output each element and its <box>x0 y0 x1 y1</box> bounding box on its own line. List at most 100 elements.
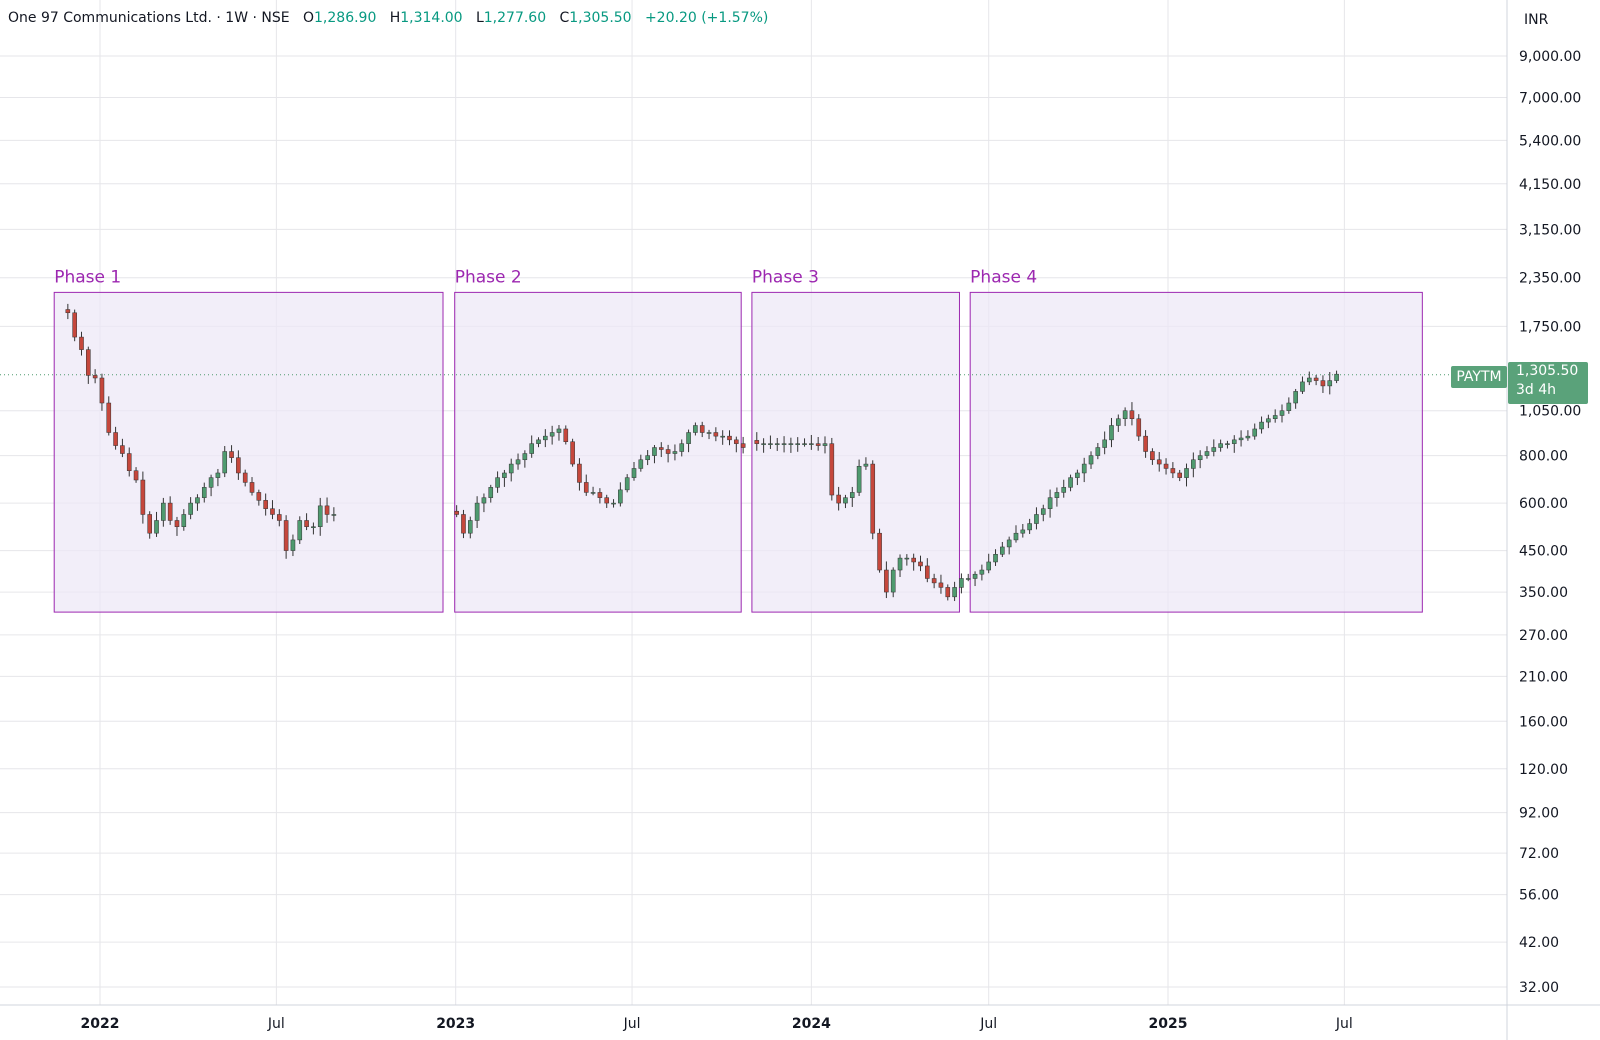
candle-body[interactable] <box>986 561 991 571</box>
phase-box-3[interactable] <box>751 291 960 613</box>
candle-body[interactable] <box>890 569 896 593</box>
candle-body[interactable] <box>829 443 835 496</box>
candle-body[interactable] <box>693 425 698 433</box>
candle-body[interactable] <box>1293 391 1298 404</box>
candle-body[interactable] <box>331 514 337 516</box>
candle-body[interactable] <box>1068 477 1073 488</box>
candle-body[interactable] <box>515 459 521 465</box>
candle-body[interactable] <box>904 557 910 560</box>
candle-body[interactable] <box>1075 472 1080 478</box>
candle-body[interactable] <box>154 520 159 534</box>
candle-body[interactable] <box>488 487 494 498</box>
candle-body[interactable] <box>631 468 637 478</box>
candle-body[interactable] <box>870 463 876 534</box>
candle-body[interactable] <box>1054 492 1060 498</box>
candle-body[interactable] <box>522 453 528 461</box>
candle-body[interactable] <box>788 443 794 445</box>
candle-body[interactable] <box>72 312 77 338</box>
candle-body[interactable] <box>549 432 555 437</box>
candle-body[interactable] <box>1245 435 1251 439</box>
candle-body[interactable] <box>1211 447 1217 452</box>
candle-body[interactable] <box>1122 410 1128 419</box>
candle-body[interactable] <box>1334 373 1339 381</box>
candle-body[interactable] <box>972 573 978 579</box>
candle-body[interactable] <box>1327 380 1333 387</box>
candle-body[interactable] <box>508 463 514 474</box>
candle-body[interactable] <box>884 569 889 593</box>
candle-body[interactable] <box>583 482 589 493</box>
candle-body[interactable] <box>1238 437 1244 441</box>
candle-body[interactable] <box>1279 410 1285 416</box>
candle-body[interactable] <box>1150 451 1155 461</box>
candle-body[interactable] <box>1047 497 1053 509</box>
candle-body[interactable] <box>92 375 98 379</box>
candle-body[interactable] <box>1313 377 1319 381</box>
candle-body[interactable] <box>590 492 596 494</box>
candle-body[interactable] <box>1006 539 1012 548</box>
candle-body[interactable] <box>277 514 282 521</box>
candle-body[interactable] <box>215 472 221 478</box>
phase-box-4[interactable] <box>969 291 1423 613</box>
candle-body[interactable] <box>1170 468 1176 474</box>
candle-body[interactable] <box>556 428 562 433</box>
candle-body[interactable] <box>317 505 323 527</box>
candle-body[interactable] <box>195 497 200 504</box>
candle-body[interactable] <box>624 477 630 491</box>
candle-body[interactable] <box>188 502 193 515</box>
candle-body[interactable] <box>140 479 146 515</box>
candle-body[interactable] <box>856 465 862 493</box>
candle-body[interactable] <box>1013 532 1019 541</box>
candle-body[interactable] <box>1286 402 1292 411</box>
candle-body[interactable] <box>229 451 234 458</box>
candle-body[interactable] <box>1027 523 1032 531</box>
candle-body[interactable] <box>161 502 166 521</box>
candle-body[interactable] <box>1163 463 1169 469</box>
candle-body[interactable] <box>1197 455 1203 461</box>
candle-body[interactable] <box>931 578 937 584</box>
candle-body[interactable] <box>536 439 541 444</box>
candle-body[interactable] <box>256 492 262 501</box>
candle-body[interactable] <box>754 440 760 444</box>
candle-body[interactable] <box>167 502 173 521</box>
candle-body[interactable] <box>290 539 296 551</box>
candle-body[interactable] <box>570 441 575 465</box>
candle-body[interactable] <box>761 443 766 445</box>
candle-body[interactable] <box>1177 472 1182 478</box>
candle-body[interactable] <box>1300 381 1305 392</box>
candle-body[interactable] <box>1116 418 1121 426</box>
candle-body[interactable] <box>120 445 125 454</box>
candle-body[interactable] <box>270 508 275 515</box>
candle-body[interactable] <box>597 492 603 498</box>
candle-body[interactable] <box>713 432 719 437</box>
candle-body[interactable] <box>952 587 957 598</box>
candle-body[interactable] <box>945 587 951 598</box>
candle-body[interactable] <box>965 578 971 580</box>
candle-body[interactable] <box>706 432 712 434</box>
candle-body[interactable] <box>201 487 207 498</box>
candle-body[interactable] <box>925 565 930 579</box>
candle-body[interactable] <box>1204 451 1210 456</box>
candle-body[interactable] <box>502 472 507 478</box>
candle-body[interactable] <box>181 514 187 527</box>
candle-body[interactable] <box>86 349 91 376</box>
candle-body[interactable] <box>1320 380 1326 387</box>
candle-body[interactable] <box>1143 435 1148 452</box>
candle-body[interactable] <box>1034 514 1039 524</box>
candle-body[interactable] <box>672 451 678 454</box>
candle-body[interactable] <box>1191 459 1196 469</box>
candle-body[interactable] <box>174 520 180 527</box>
candle-body[interactable] <box>645 455 650 461</box>
candle-body[interactable] <box>1020 529 1026 534</box>
candle-body[interactable] <box>297 520 303 541</box>
candle-body[interactable] <box>481 497 487 504</box>
candle-body[interactable] <box>1088 455 1094 465</box>
candle-body[interactable] <box>658 447 664 450</box>
candle-body[interactable] <box>79 336 84 350</box>
candle-body[interactable] <box>99 377 105 404</box>
candle-body[interactable] <box>324 505 330 515</box>
candle-body[interactable] <box>652 447 657 456</box>
candle-body[interactable] <box>959 578 964 588</box>
candle-body[interactable] <box>65 309 71 314</box>
candle-body[interactable] <box>126 453 132 471</box>
